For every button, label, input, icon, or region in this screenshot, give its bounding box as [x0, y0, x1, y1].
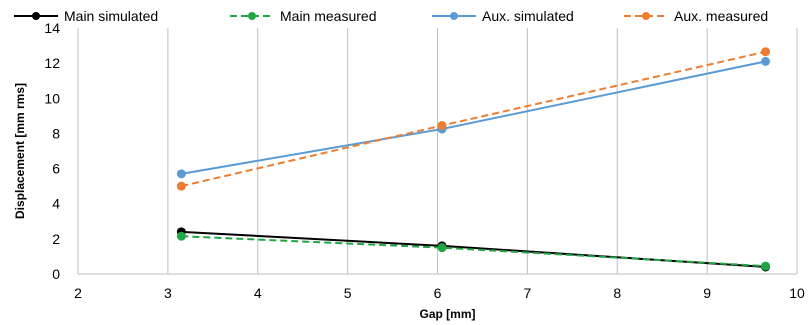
y-tick-label: 6: [52, 161, 60, 177]
series-3: [176, 47, 771, 191]
data-point: [176, 169, 186, 179]
gridlines: [77, 28, 798, 274]
data-point: [437, 121, 447, 131]
legend-label: Main simulated: [64, 8, 158, 24]
legend-item: Main simulated: [14, 8, 158, 24]
y-axis-title: Displacement [mm rms]: [13, 83, 27, 219]
legend-swatch-marker: [248, 12, 256, 20]
y-tick-label: 10: [44, 90, 60, 106]
legend-label: Aux. measured: [674, 8, 768, 24]
legend-label: Aux. simulated: [482, 8, 574, 24]
data-point: [761, 56, 771, 66]
legend-item: Main measured: [230, 8, 377, 24]
legend-item: Aux. measured: [624, 8, 768, 24]
legend-swatch-marker: [32, 12, 40, 20]
series-1: [176, 231, 771, 271]
legend: Main simulated Main measured Aux. simulate…: [14, 8, 768, 24]
series-lines: [176, 47, 771, 272]
y-tick-label: 0: [52, 266, 60, 282]
legend-item: Aux. simulated: [432, 8, 574, 24]
x-tick-label: 6: [434, 285, 442, 301]
data-point: [437, 243, 447, 253]
series-line: [181, 50, 766, 188]
data-point: [176, 231, 186, 241]
y-tick-label: 8: [52, 125, 60, 141]
x-tick-label: 5: [344, 285, 352, 301]
x-axis-title: Gap [mm]: [419, 307, 475, 321]
y-tick-label: 14: [44, 20, 60, 36]
x-tick-label: 2: [74, 285, 82, 301]
y-tick-label: 12: [44, 55, 60, 71]
x-tick-label: 8: [613, 285, 621, 301]
x-tick-label: 4: [254, 285, 262, 301]
legend-swatch-marker: [642, 12, 650, 20]
x-tick-label: 9: [703, 285, 711, 301]
series-line: [181, 235, 766, 268]
data-point: [761, 47, 771, 57]
axes: [77, 28, 797, 275]
x-tick-label: 10: [789, 285, 805, 301]
legend-label: Main measured: [280, 8, 377, 24]
legend-swatch-marker: [450, 12, 458, 20]
x-tick-label: 7: [523, 285, 531, 301]
y-tick-label: 2: [52, 231, 60, 247]
data-point: [176, 181, 186, 191]
y-tick-label: 4: [52, 196, 60, 212]
x-tick-label: 3: [164, 285, 172, 301]
data-point: [761, 261, 771, 271]
